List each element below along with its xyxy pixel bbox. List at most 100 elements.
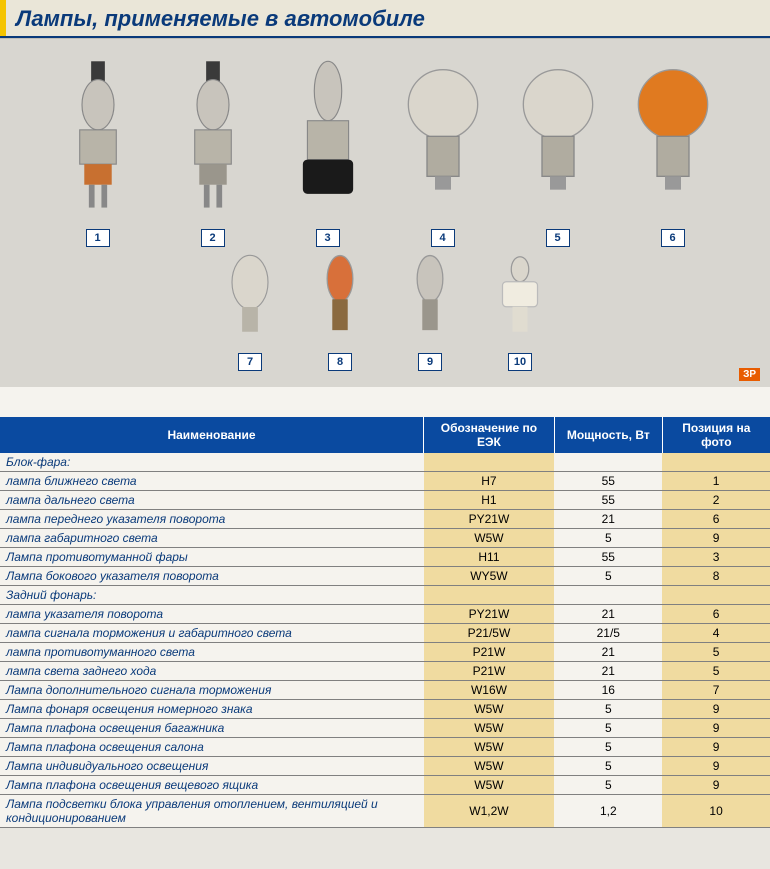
bulb-number-label: 2 xyxy=(201,229,225,247)
table-row: лампа сигнала торможения и габаритного с… xyxy=(0,624,770,643)
cell-name: Лампа плафона освещения салона xyxy=(0,738,424,757)
bulb-item-3: 3 xyxy=(288,59,368,247)
bulbs-illustration: 1 2 3 4 5 6 7 xyxy=(0,38,770,387)
col-pos-header: Позиция на фото xyxy=(662,417,770,453)
title-bar: Лампы, применяемые в автомобиле xyxy=(0,0,770,38)
bulb-number-label: 6 xyxy=(661,229,685,247)
publisher-badge: ЗР xyxy=(739,368,760,381)
table-row: лампа ближнего светаH7551 xyxy=(0,472,770,491)
col-name-header: Наименование xyxy=(0,417,424,453)
cell-power: 5 xyxy=(554,757,662,776)
cell-name: лампа дальнего света xyxy=(0,491,424,510)
table-row: Лампа дополнительного сигнала торможения… xyxy=(0,681,770,700)
cell-name: Задний фонарь: xyxy=(0,586,424,605)
table-row: лампа указателя поворотаPY21W216 xyxy=(0,605,770,624)
cell-name: лампа указателя поворота xyxy=(0,605,424,624)
cell-name: Лампа плафона освещения вещевого ящика xyxy=(0,776,424,795)
bulb-item-4: 4 xyxy=(403,59,483,247)
bulb-item-7: 7 xyxy=(225,253,275,371)
cell-position: 10 xyxy=(662,795,770,828)
cell-code: WY5W xyxy=(424,567,555,586)
cell-power: 1,2 xyxy=(554,795,662,828)
cell-power: 5 xyxy=(554,738,662,757)
bulb-row-2: 7 8 9 10 xyxy=(40,253,730,371)
bulb-item-9: 9 xyxy=(405,253,455,371)
table-row: Лампа фонаря освещения номерного знакаW5… xyxy=(0,700,770,719)
cell-name: Лампа противотуманной фары xyxy=(0,548,424,567)
table-row: Лампа индивидуального освещенияW5W59 xyxy=(0,757,770,776)
cell-code: H7 xyxy=(424,472,555,491)
table-row: Лампа бокового указателя поворотаWY5W58 xyxy=(0,567,770,586)
cell-position: 9 xyxy=(662,700,770,719)
cell-code: W5W xyxy=(424,757,555,776)
cell-position: 8 xyxy=(662,567,770,586)
cell-code: W5W xyxy=(424,776,555,795)
cell-code: P21/5W xyxy=(424,624,555,643)
cell-code: W1,2W xyxy=(424,795,555,828)
cell-code: W16W xyxy=(424,681,555,700)
cell-position xyxy=(662,453,770,472)
lamps-table: Наименование Обозначение по ЕЭК Мощность… xyxy=(0,417,770,828)
cell-name: Блок-фара: xyxy=(0,453,424,472)
cell-position: 3 xyxy=(662,548,770,567)
cell-name: лампа противотуманного света xyxy=(0,643,424,662)
cell-power: 21 xyxy=(554,662,662,681)
table-row: Лампа плафона освещения салонаW5W59 xyxy=(0,738,770,757)
cell-position: 7 xyxy=(662,681,770,700)
cell-power xyxy=(554,453,662,472)
bulb-number-label: 10 xyxy=(508,353,532,371)
bulb-number-label: 5 xyxy=(546,229,570,247)
col-code-header: Обозначение по ЕЭК xyxy=(424,417,555,453)
table-row: лампа дальнего светаH1552 xyxy=(0,491,770,510)
cell-name: лампа света заднего хода xyxy=(0,662,424,681)
cell-power: 21 xyxy=(554,643,662,662)
table-row: Лампа плафона освещения вещевого ящикаW5… xyxy=(0,776,770,795)
cell-code: W5W xyxy=(424,700,555,719)
bulb-number-label: 8 xyxy=(328,353,352,371)
cell-power: 5 xyxy=(554,700,662,719)
table-section-row: Блок-фара: xyxy=(0,453,770,472)
cell-position xyxy=(662,586,770,605)
cell-power: 16 xyxy=(554,681,662,700)
table-row: лампа габаритного светаW5W59 xyxy=(0,529,770,548)
cell-position: 1 xyxy=(662,472,770,491)
cell-code: PY21W xyxy=(424,605,555,624)
bulb-number-label: 1 xyxy=(86,229,110,247)
bulb-item-8: 8 xyxy=(315,253,365,371)
cell-name: лампа переднего указателя поворота xyxy=(0,510,424,529)
table-row: Лампа противотуманной фарыH11553 xyxy=(0,548,770,567)
cell-name: Лампа фонаря освещения номерного знака xyxy=(0,700,424,719)
cell-position: 9 xyxy=(662,776,770,795)
cell-position: 9 xyxy=(662,529,770,548)
cell-position: 6 xyxy=(662,605,770,624)
table-row: лампа противотуманного светаP21W215 xyxy=(0,643,770,662)
cell-position: 9 xyxy=(662,719,770,738)
table-row: лампа света заднего ходаP21W215 xyxy=(0,662,770,681)
cell-code xyxy=(424,586,555,605)
cell-name: Лампа подсветки блока управления отоплен… xyxy=(0,795,424,828)
page-title: Лампы, применяемые в автомобиле xyxy=(16,6,425,31)
table-section-row: Задний фонарь: xyxy=(0,586,770,605)
cell-name: Лампа плафона освещения багажника xyxy=(0,719,424,738)
bulb-number-label: 3 xyxy=(316,229,340,247)
cell-name: Лампа индивидуального освещения xyxy=(0,757,424,776)
bulb-number-label: 9 xyxy=(418,353,442,371)
cell-code: P21W xyxy=(424,643,555,662)
cell-power: 21/5 xyxy=(554,624,662,643)
cell-power: 55 xyxy=(554,472,662,491)
cell-position: 2 xyxy=(662,491,770,510)
cell-code: W5W xyxy=(424,529,555,548)
cell-power: 5 xyxy=(554,529,662,548)
cell-power: 5 xyxy=(554,776,662,795)
cell-code: PY21W xyxy=(424,510,555,529)
cell-name: лампа ближнего света xyxy=(0,472,424,491)
cell-power xyxy=(554,586,662,605)
cell-power: 5 xyxy=(554,719,662,738)
cell-position: 5 xyxy=(662,662,770,681)
cell-name: лампа сигнала торможения и габаритного с… xyxy=(0,624,424,643)
cell-power: 55 xyxy=(554,491,662,510)
bulb-item-1: 1 xyxy=(58,59,138,247)
cell-code: P21W xyxy=(424,662,555,681)
cell-power: 21 xyxy=(554,605,662,624)
table-row: Лампа плафона освещения багажникаW5W59 xyxy=(0,719,770,738)
